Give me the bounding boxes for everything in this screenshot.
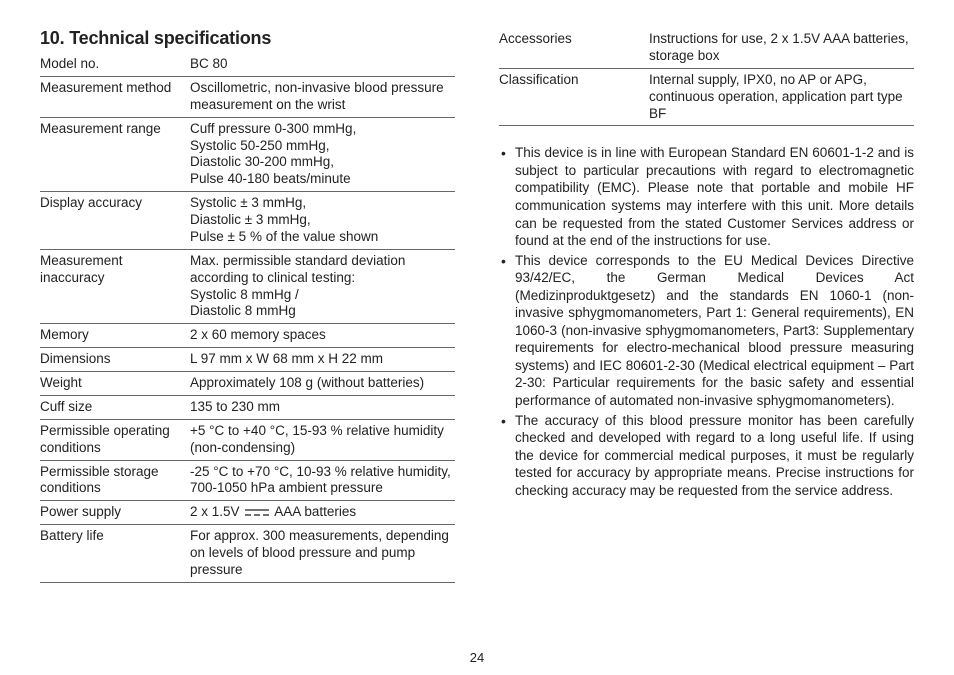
spec-value: Internal supply, IPX0, no AP or APG, con… [649, 68, 914, 126]
spec-value: 135 to 230 mm [190, 395, 455, 419]
notes-list: This device is in line with European Sta… [499, 144, 914, 501]
spec-value: Max. permissible standard deviation acco… [190, 249, 455, 324]
spec-value: 2 x 1.5V AAA batteries [190, 501, 455, 525]
list-item: This device corresponds to the EU Medica… [499, 252, 914, 410]
table-row: Measurement methodOscillometric, non-inv… [40, 76, 455, 117]
table-row: Measurement inaccuracyMax. permissible s… [40, 249, 455, 324]
page: 10. Technical specifications Model no.BC… [0, 0, 954, 675]
spec-label: Battery life [40, 525, 190, 583]
spec-label: Permissible operating conditions [40, 419, 190, 460]
page-number: 24 [0, 650, 954, 665]
spec-label: Display accuracy [40, 192, 190, 250]
table-row: DimensionsL 97 mm x W 68 mm x H 22 mm [40, 348, 455, 372]
spec-label: Memory [40, 324, 190, 348]
spec-label: Power supply [40, 501, 190, 525]
table-row: Battery lifeFor approx. 300 measurements… [40, 525, 455, 583]
spec-value: 2 x 60 memory spaces [190, 324, 455, 348]
spec-value: Oscillometric, non-invasive blood pressu… [190, 76, 455, 117]
spec-label: Classification [499, 68, 649, 126]
list-item: The accuracy of this blood pressure moni… [499, 412, 914, 500]
spec-label: Model no. [40, 53, 190, 76]
table-row: Model no.BC 80 [40, 53, 455, 76]
table-row: Permissible operating conditions+5 °C to… [40, 419, 455, 460]
spec-label: Measurement inaccuracy [40, 249, 190, 324]
table-row: Power supply2 x 1.5V AAA batteries [40, 501, 455, 525]
spec-value: +5 °C to +40 °C, 15-93 % relative humidi… [190, 419, 455, 460]
spec-label: Dimensions [40, 348, 190, 372]
spec-value: Approximately 108 g (without batteries) [190, 372, 455, 396]
table-row: Measurement rangeCuff pressure 0-300 mmH… [40, 117, 455, 192]
table-row: WeightApproximately 108 g (without batte… [40, 372, 455, 396]
section-title: 10. Technical specifications [40, 28, 455, 49]
spec-label: Weight [40, 372, 190, 396]
table-row: ClassificationInternal supply, IPX0, no … [499, 68, 914, 126]
left-column: 10. Technical specifications Model no.BC… [40, 28, 477, 663]
spec-value: Systolic ± 3 mmHg,Diastolic ± 3 mmHg,Pul… [190, 192, 455, 250]
spec-label: Measurement range [40, 117, 190, 192]
table-row: Memory2 x 60 memory spaces [40, 324, 455, 348]
spec-value: Cuff pressure 0-300 mmHg,Systolic 50-250… [190, 117, 455, 192]
table-row: Cuff size135 to 230 mm [40, 395, 455, 419]
spec-value: BC 80 [190, 53, 455, 76]
list-item: This device is in line with European Sta… [499, 144, 914, 249]
spec-label: Permissible storage conditions [40, 460, 190, 501]
spec-table-right: AccessoriesInstructions for use, 2 x 1.5… [499, 28, 914, 126]
table-row: Permissible storage conditions-25 °C to … [40, 460, 455, 501]
spec-value: Instructions for use, 2 x 1.5V AAA batte… [649, 28, 914, 68]
spec-label: Measurement method [40, 76, 190, 117]
table-row: Display accuracySystolic ± 3 mmHg,Diasto… [40, 192, 455, 250]
spec-value: For approx. 300 measurements, depending … [190, 525, 455, 583]
table-row: AccessoriesInstructions for use, 2 x 1.5… [499, 28, 914, 68]
spec-table-left: Model no.BC 80Measurement methodOscillom… [40, 53, 455, 583]
spec-label: Accessories [499, 28, 649, 68]
right-column: AccessoriesInstructions for use, 2 x 1.5… [477, 28, 914, 663]
spec-label: Cuff size [40, 395, 190, 419]
dc-symbol-icon [245, 508, 269, 518]
spec-value: L 97 mm x W 68 mm x H 22 mm [190, 348, 455, 372]
spec-value: -25 °C to +70 °C, 10-93 % relative humid… [190, 460, 455, 501]
